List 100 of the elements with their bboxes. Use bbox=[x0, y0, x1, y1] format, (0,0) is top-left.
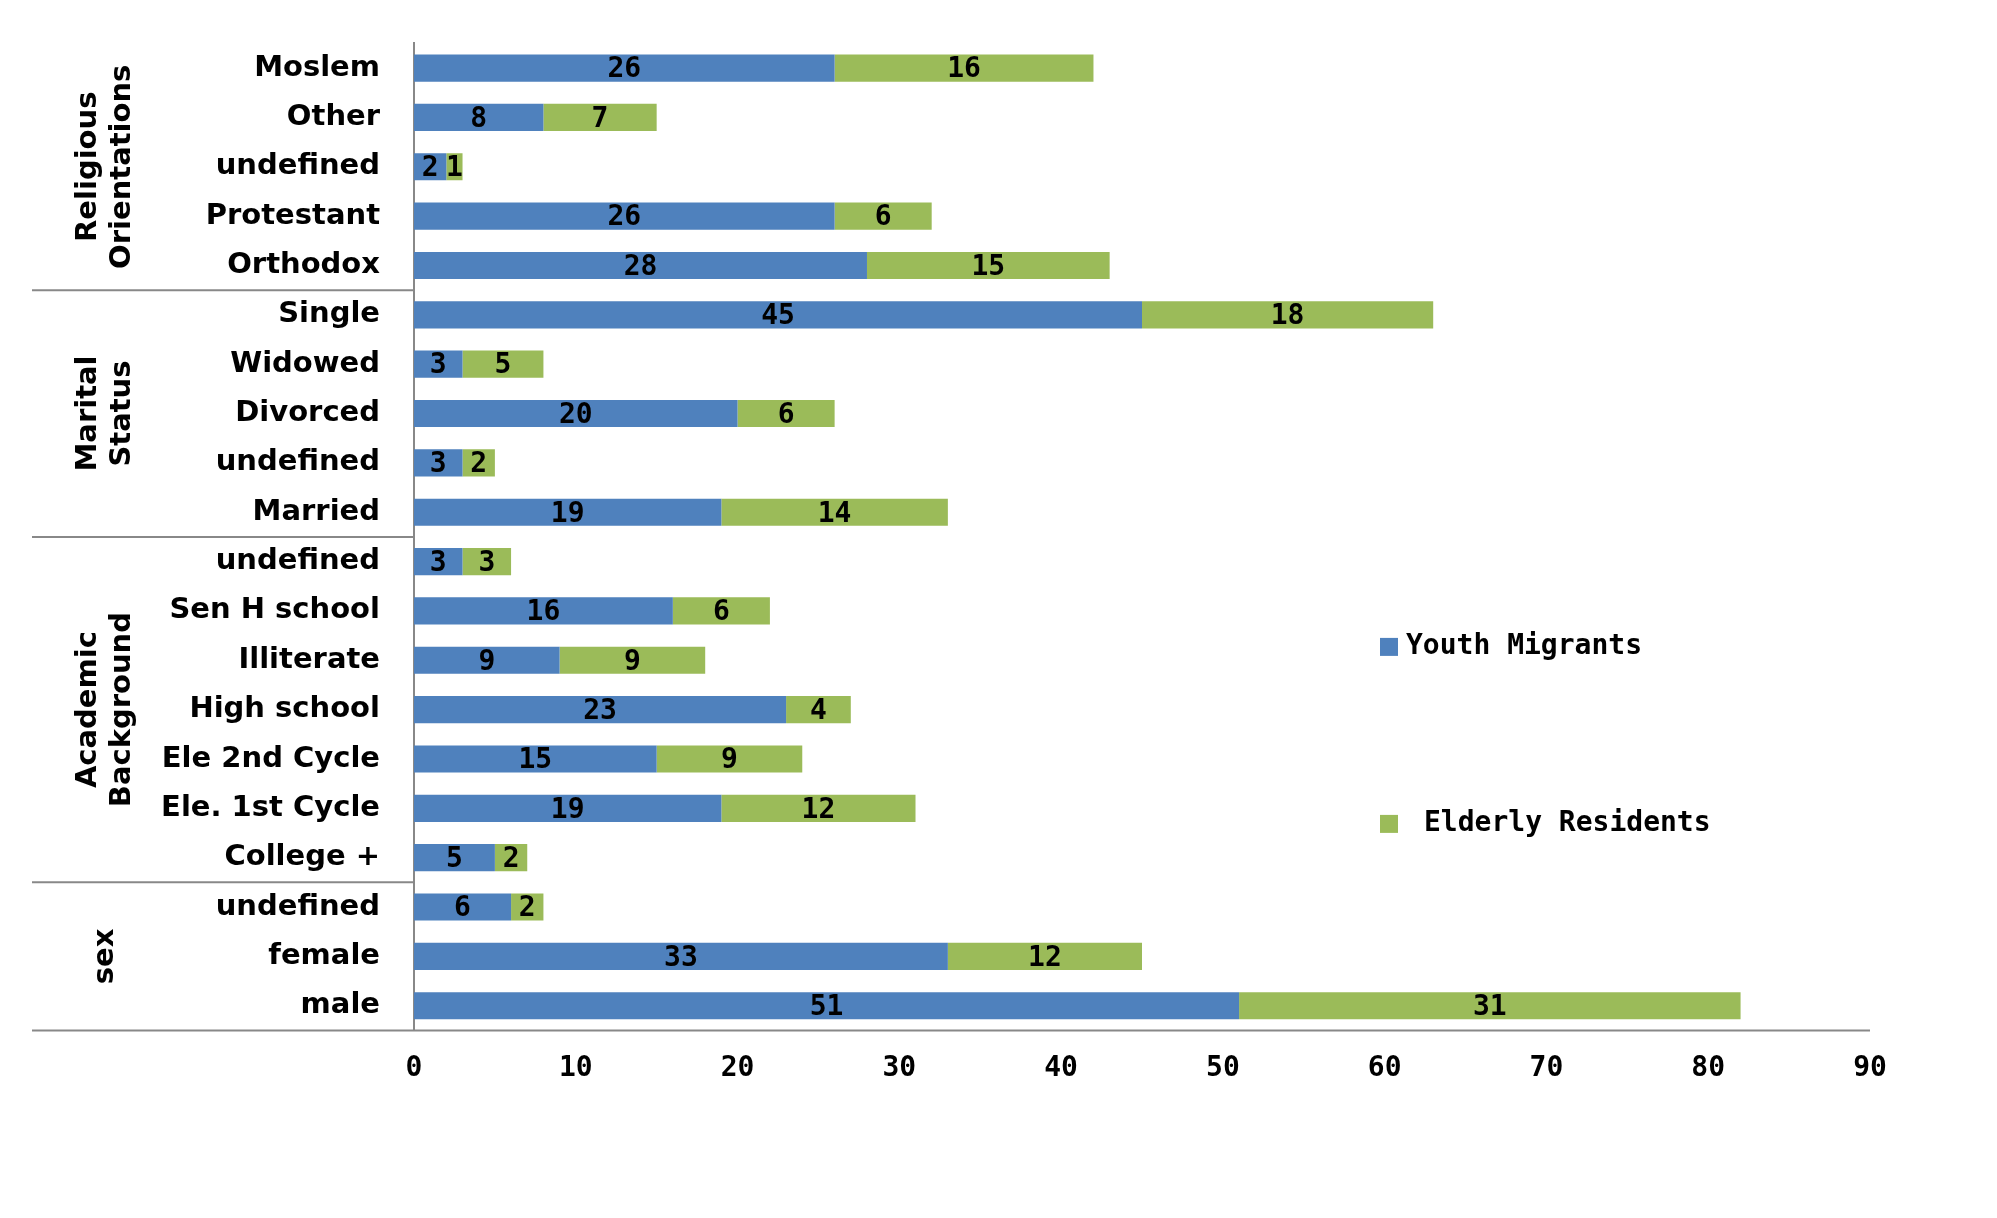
bar bbox=[414, 498, 722, 526]
data-label: 16 bbox=[947, 51, 981, 85]
data-label: 9 bbox=[478, 643, 496, 677]
x-tick-label: 70 bbox=[1529, 1050, 1564, 1084]
data-label: 16 bbox=[526, 594, 561, 628]
bar bbox=[414, 597, 673, 625]
data-label: 51 bbox=[809, 989, 844, 1023]
bar bbox=[947, 942, 1142, 970]
data-label: 26 bbox=[607, 199, 642, 233]
bar bbox=[672, 597, 770, 625]
y-tick-label: undefined bbox=[215, 147, 380, 182]
bar bbox=[414, 745, 657, 773]
data-label: 5 bbox=[446, 840, 463, 874]
data-label: 15 bbox=[971, 248, 1006, 282]
bar bbox=[414, 54, 835, 82]
data-label: 19 bbox=[550, 495, 585, 529]
bar bbox=[834, 54, 1094, 82]
y-tick-label: Orthodox bbox=[227, 246, 381, 281]
bar bbox=[414, 696, 787, 724]
y-tick-label: male bbox=[300, 986, 380, 1021]
bar bbox=[1142, 301, 1434, 329]
data-label: 33 bbox=[664, 939, 698, 973]
data-label: 19 bbox=[550, 791, 585, 825]
legend-label: Elderly Residents bbox=[1424, 805, 1711, 839]
data-label: 8 bbox=[470, 100, 488, 134]
data-label: 6 bbox=[874, 199, 892, 233]
y-tick-label: Illiterate bbox=[238, 640, 380, 675]
data-label: 2 bbox=[470, 446, 488, 480]
data-label: 6 bbox=[712, 594, 730, 628]
y-tick-label: Divorced bbox=[235, 394, 380, 429]
data-label: 9 bbox=[623, 643, 641, 677]
bar bbox=[1239, 992, 1741, 1020]
y-tick-label: Other bbox=[286, 97, 381, 132]
x-tick-label: 40 bbox=[1044, 1050, 1078, 1084]
x-tick-label: 20 bbox=[720, 1050, 755, 1084]
x-tick-label: 80 bbox=[1691, 1050, 1726, 1084]
data-label: 1 bbox=[446, 150, 463, 184]
x-tick-label: 10 bbox=[558, 1050, 593, 1084]
data-label: 4 bbox=[810, 692, 827, 726]
bar bbox=[543, 103, 657, 131]
data-label: 2 bbox=[502, 840, 520, 874]
bar bbox=[721, 498, 948, 526]
data-label: 7 bbox=[591, 100, 609, 134]
bar bbox=[462, 350, 544, 378]
x-tick-label: 90 bbox=[1853, 1050, 1887, 1084]
text: Academic Background bbox=[68, 612, 137, 808]
data-label: 2 bbox=[421, 150, 439, 184]
bar bbox=[414, 794, 722, 822]
bar bbox=[414, 301, 1142, 329]
bar bbox=[414, 399, 738, 428]
bar bbox=[834, 202, 932, 230]
x-tick-label: 30 bbox=[882, 1050, 917, 1084]
bar bbox=[414, 844, 495, 872]
bar bbox=[656, 745, 803, 773]
y-tick-label: Single bbox=[278, 295, 380, 330]
data-label: 26 bbox=[607, 51, 642, 85]
y-tick-label: Moslem bbox=[254, 48, 380, 83]
y-tick-label: Married bbox=[252, 492, 380, 527]
bar bbox=[414, 942, 948, 970]
x-tick-label: 60 bbox=[1367, 1050, 1402, 1084]
bar bbox=[414, 992, 1240, 1020]
text: Marital Status bbox=[68, 355, 137, 472]
data-label: 5 bbox=[494, 347, 512, 381]
data-label: 12 bbox=[801, 791, 836, 825]
data-label: 23 bbox=[583, 692, 617, 726]
data-label: 28 bbox=[623, 248, 658, 282]
y-tick-label: College + bbox=[224, 838, 380, 873]
bar bbox=[414, 251, 867, 280]
y-tick-label: undefined bbox=[215, 443, 380, 478]
data-label: 9 bbox=[721, 742, 738, 776]
data-label: 15 bbox=[518, 742, 553, 776]
bar bbox=[737, 399, 835, 428]
y-tick-label: Ele. 1st Cycle bbox=[161, 788, 380, 823]
data-label: 14 bbox=[817, 495, 852, 529]
y-tick-label: Widowed bbox=[230, 344, 380, 379]
data-label: 3 bbox=[429, 347, 447, 381]
bar bbox=[721, 794, 916, 822]
bar bbox=[559, 646, 706, 674]
data-label: 45 bbox=[761, 298, 795, 332]
y-tick-label: Sen H school bbox=[169, 591, 380, 626]
x-tick-label: 50 bbox=[1206, 1050, 1240, 1084]
bar bbox=[414, 893, 512, 921]
data-label: 3 bbox=[429, 544, 447, 578]
x-tick-label: 0 bbox=[405, 1050, 423, 1084]
data-label: 3 bbox=[478, 544, 496, 578]
bar bbox=[414, 202, 835, 230]
text: sex bbox=[85, 928, 120, 985]
y-tick-label: Ele 2nd Cycle bbox=[161, 739, 380, 774]
y-tick-label: High school bbox=[189, 690, 380, 725]
data-label: 6 bbox=[777, 396, 795, 430]
data-label: 12 bbox=[1028, 939, 1062, 973]
data-label: 2 bbox=[518, 890, 536, 924]
y-tick-label: undefined bbox=[215, 887, 380, 922]
text: Religious Orientations bbox=[68, 64, 137, 269]
legend-label: Youth Migrants bbox=[1406, 628, 1643, 662]
bar bbox=[866, 251, 1110, 280]
y-tick-label: Protestant bbox=[205, 196, 381, 231]
data-label: 6 bbox=[454, 890, 471, 924]
data-label: 18 bbox=[1270, 298, 1305, 332]
data-label: 3 bbox=[429, 446, 447, 480]
